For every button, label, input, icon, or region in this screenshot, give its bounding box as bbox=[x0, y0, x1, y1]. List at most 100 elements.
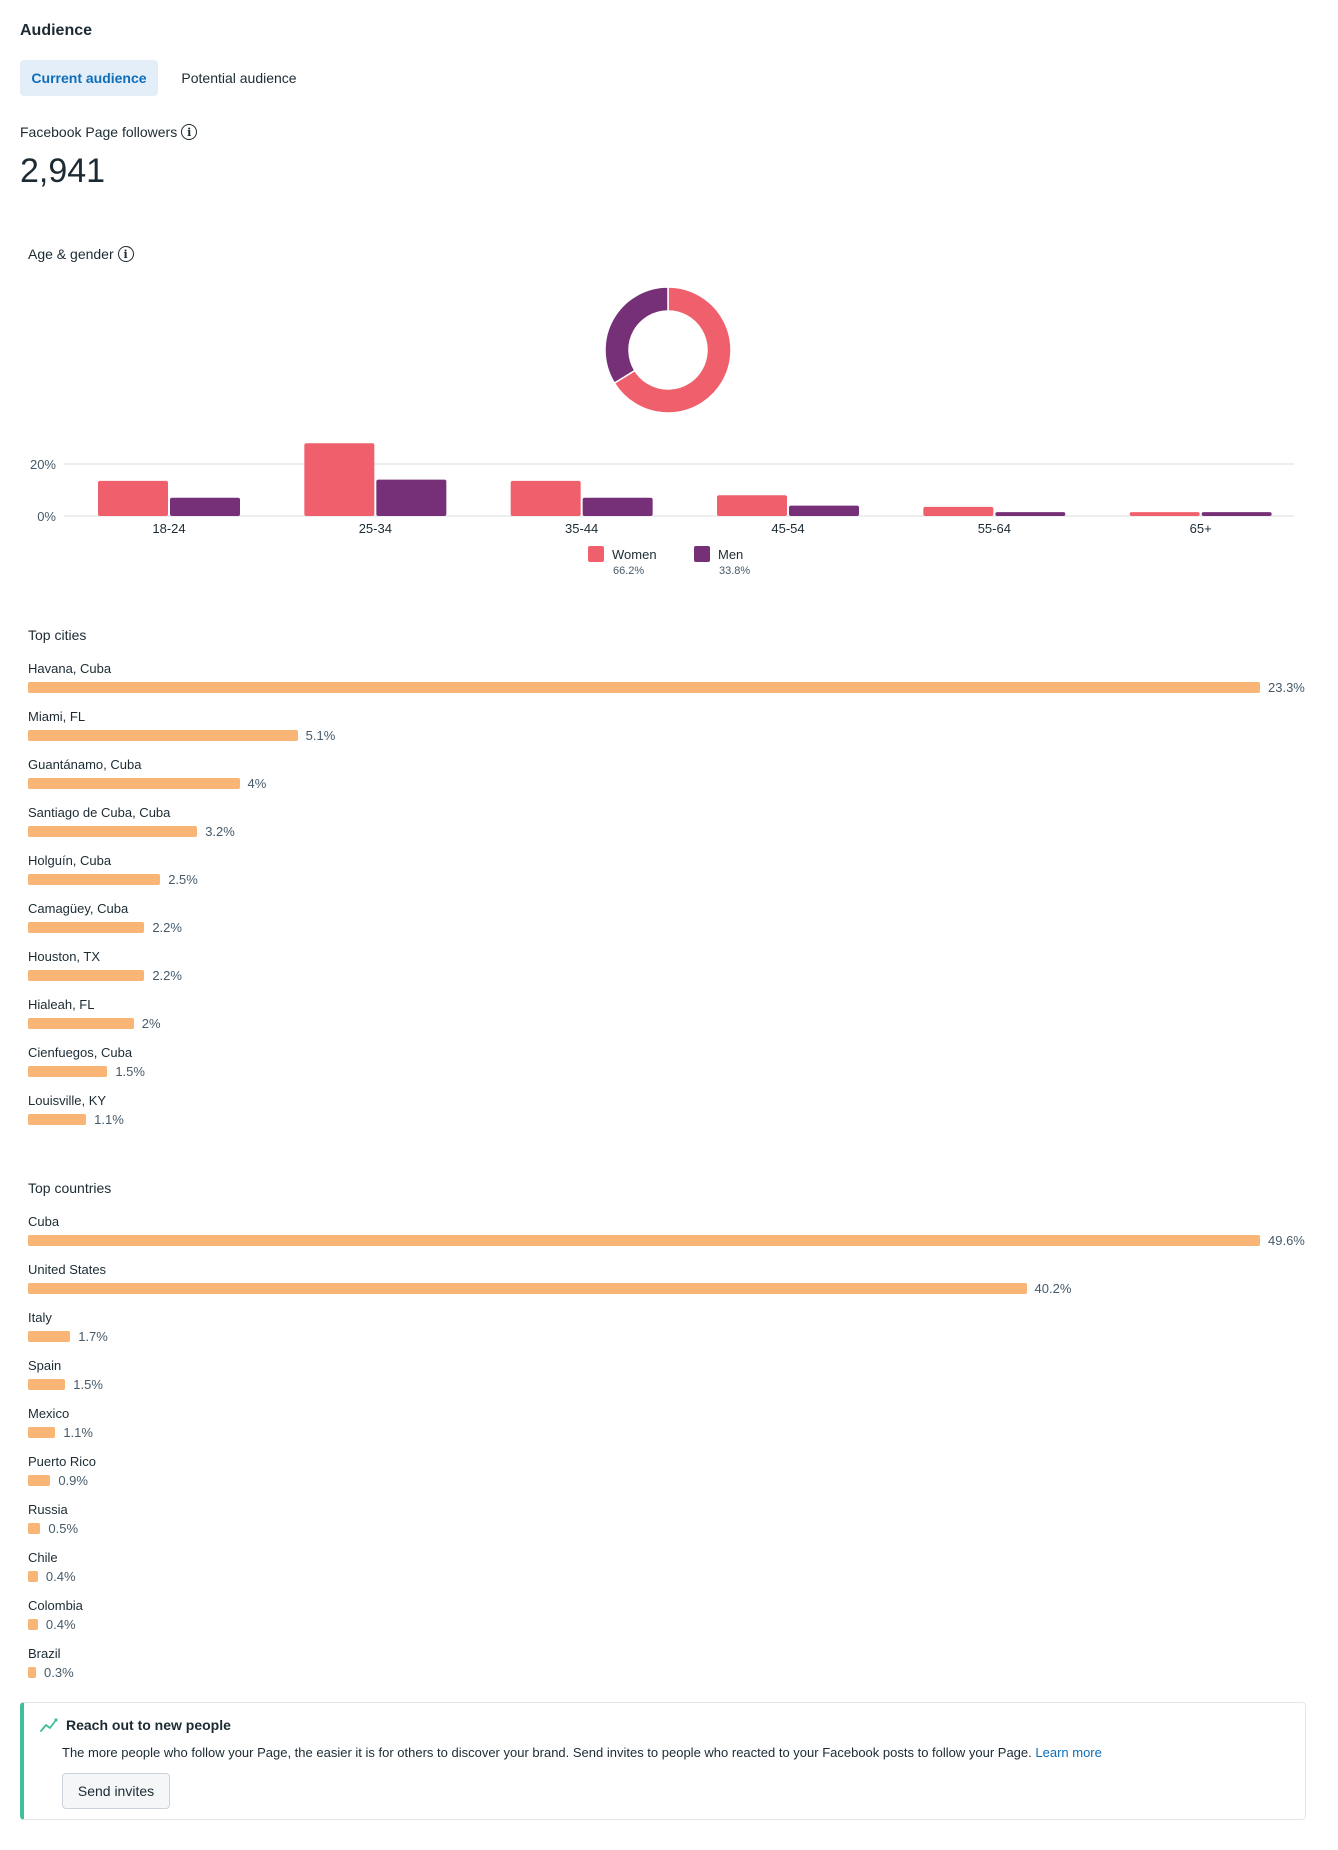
age-bar-women-25-34[interactable] bbox=[304, 443, 375, 516]
page-title: Audience bbox=[20, 22, 93, 39]
x-tick-label: 45-54 bbox=[771, 521, 804, 536]
city-name: Louisville, KY bbox=[28, 1093, 107, 1108]
age-bar-women-65+[interactable] bbox=[1129, 512, 1200, 516]
age-bar-men-65+[interactable] bbox=[1201, 512, 1272, 516]
legend-women: Women 66.2% bbox=[588, 546, 657, 577]
city-name: Camagüey, Cuba bbox=[28, 901, 129, 916]
country-value: 0.4% bbox=[45, 1568, 76, 1584]
country-bar-track: 1.7% bbox=[28, 1328, 108, 1344]
city-value: 2.2% bbox=[152, 967, 182, 983]
city-bar-track: 1.1% bbox=[28, 1112, 124, 1127]
country-bar-track: 49.6% bbox=[28, 1232, 1305, 1248]
info-icon[interactable]: i bbox=[181, 124, 198, 140]
x-tick-label: 55-64 bbox=[978, 521, 1011, 536]
country-bar bbox=[28, 1666, 36, 1678]
age-gender-label: Age & gender bbox=[28, 246, 114, 262]
city-bar bbox=[28, 825, 198, 837]
legend-label-men: Men bbox=[718, 546, 744, 562]
city-bar-track: 2.5% bbox=[28, 872, 198, 887]
tab-current-audience[interactable]: Current audience bbox=[20, 60, 158, 96]
country-bar bbox=[28, 1234, 1260, 1246]
reach-title-row: Reach out to new people bbox=[40, 1717, 231, 1733]
country-bar-track: 0.4% bbox=[28, 1568, 76, 1584]
country-bar bbox=[28, 1522, 41, 1534]
legend-swatch-men bbox=[694, 546, 710, 562]
donut-slice-men[interactable] bbox=[604, 286, 669, 385]
legend-pct-men: 33.8% bbox=[719, 565, 751, 577]
trend-sparkle-icon bbox=[40, 1718, 58, 1732]
city-row: Camagüey, Cuba 2.2% bbox=[28, 901, 1318, 949]
country-name: Spain bbox=[28, 1358, 62, 1373]
age-bar-women-18-24[interactable] bbox=[98, 480, 168, 516]
city-row: Hialeah, FL 2% bbox=[28, 997, 1318, 1045]
age-bar-women-55-64[interactable] bbox=[923, 506, 994, 516]
country-row: United States 40.2% bbox=[28, 1262, 1318, 1310]
followers-count: 2,941 bbox=[20, 152, 106, 190]
city-bar bbox=[28, 729, 298, 741]
reach-title: Reach out to new people bbox=[66, 1717, 231, 1733]
city-name: Havana, Cuba bbox=[28, 661, 112, 676]
country-row: Mexico 1.1% bbox=[28, 1406, 1318, 1454]
age-bar-women-45-54[interactable] bbox=[717, 495, 787, 516]
city-name: Miami, FL bbox=[28, 709, 86, 724]
country-value: 0.4% bbox=[45, 1616, 76, 1632]
country-value: 0.3% bbox=[44, 1664, 74, 1680]
country-name: Mexico bbox=[28, 1406, 70, 1421]
country-name: Cuba bbox=[28, 1214, 60, 1229]
country-value: 1.1% bbox=[63, 1424, 93, 1440]
learn-more-link[interactable]: Learn more bbox=[1035, 1745, 1102, 1760]
y-tick-label: 20% bbox=[30, 457, 56, 472]
city-name: Cienfuegos, Cuba bbox=[28, 1045, 133, 1060]
x-tick-label: 25-34 bbox=[359, 521, 392, 536]
gender-donut-chart bbox=[604, 286, 732, 414]
country-row: Russia 0.5% bbox=[28, 1502, 1318, 1550]
city-row: Miami, FL 5.1% bbox=[28, 709, 1318, 757]
country-row: Spain 1.5% bbox=[28, 1358, 1318, 1406]
city-value: 5.1% bbox=[305, 727, 336, 743]
city-bar-track: 2% bbox=[28, 1016, 161, 1031]
city-row: Houston, TX 2.2% bbox=[28, 949, 1318, 997]
legend-label-women: Women bbox=[612, 546, 657, 562]
city-bar-track: 23.3% bbox=[28, 680, 1305, 695]
country-bar bbox=[28, 1378, 66, 1390]
tab-potential-audience[interactable]: Potential audience bbox=[181, 70, 297, 86]
age-bar-men-55-64[interactable] bbox=[995, 512, 1066, 516]
x-tick-label: 18-24 bbox=[152, 521, 185, 536]
info-icon[interactable]: i bbox=[117, 246, 134, 262]
country-name: Colombia bbox=[28, 1598, 83, 1613]
country-bar bbox=[28, 1570, 38, 1582]
legend-men: Men 33.8% bbox=[694, 546, 750, 577]
country-row: Brazil 0.3% bbox=[28, 1646, 1318, 1694]
age-bar-men-45-54[interactable] bbox=[789, 505, 859, 516]
country-row: Puerto Rico 0.9% bbox=[28, 1454, 1318, 1502]
city-bar bbox=[28, 681, 1260, 693]
city-row: Havana, Cuba 23.3% bbox=[28, 661, 1318, 709]
age-bar-men-25-34[interactable] bbox=[376, 479, 447, 516]
city-value: 3.2% bbox=[205, 823, 235, 839]
country-value: 1.7% bbox=[78, 1328, 108, 1344]
donut-slice-women[interactable] bbox=[613, 286, 732, 414]
city-bar bbox=[28, 1065, 108, 1077]
followers-label: Facebook Page followers bbox=[20, 124, 178, 140]
country-value: 49.6% bbox=[1268, 1232, 1305, 1248]
country-bar-track: 40.2% bbox=[28, 1281, 1071, 1296]
age-bar-women-35-44[interactable] bbox=[510, 480, 581, 516]
country-bar bbox=[28, 1474, 51, 1486]
city-value: 2.2% bbox=[152, 919, 182, 935]
age-bar-men-35-44[interactable] bbox=[582, 497, 653, 516]
age-bar-men-18-24[interactable] bbox=[170, 497, 240, 516]
city-bar-track: 2.2% bbox=[28, 967, 182, 983]
legend-pct-women: 66.2% bbox=[613, 565, 645, 577]
reach-body: The more people who follow your Page, th… bbox=[62, 1745, 1032, 1760]
country-bar bbox=[28, 1426, 56, 1438]
country-bar-track: 1.1% bbox=[28, 1424, 93, 1440]
country-bar bbox=[28, 1330, 71, 1342]
city-name: Santiago de Cuba, Cuba bbox=[28, 805, 171, 820]
country-name: Brazil bbox=[28, 1646, 61, 1661]
city-bar-track: 2.2% bbox=[28, 919, 182, 935]
x-tick-label: 65+ bbox=[1190, 521, 1212, 536]
city-name: Hialeah, FL bbox=[28, 997, 95, 1012]
send-invites-button[interactable]: Send invites bbox=[62, 1773, 170, 1809]
country-name: United States bbox=[28, 1262, 107, 1277]
city-bar bbox=[28, 921, 145, 933]
